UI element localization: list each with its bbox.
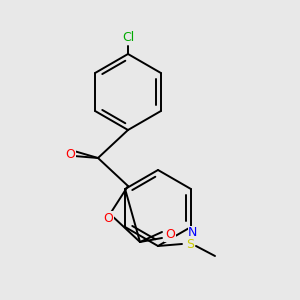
Text: O: O — [165, 229, 175, 242]
Text: S: S — [186, 238, 194, 250]
Text: N: N — [188, 226, 198, 239]
Text: O: O — [103, 212, 113, 224]
Text: Cl: Cl — [122, 31, 134, 44]
Text: O: O — [65, 148, 75, 160]
